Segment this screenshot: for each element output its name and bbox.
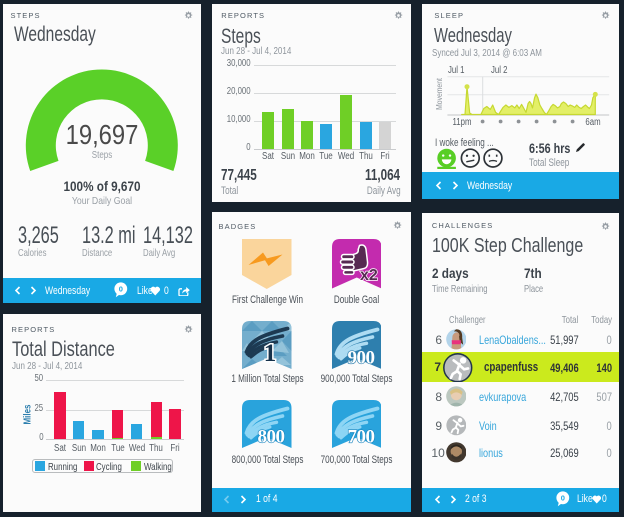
svg-text:x2: x2 — [360, 267, 378, 284]
svg-text:900: 900 — [347, 347, 374, 368]
svg-text:1: 1 — [264, 340, 277, 367]
svg-text:800: 800 — [258, 427, 285, 448]
svg-text:0: 0 — [561, 493, 565, 502]
svg-text:1: 1 — [264, 340, 277, 367]
svg-text:0: 0 — [119, 284, 123, 293]
svg-text:700: 700 — [347, 427, 374, 448]
